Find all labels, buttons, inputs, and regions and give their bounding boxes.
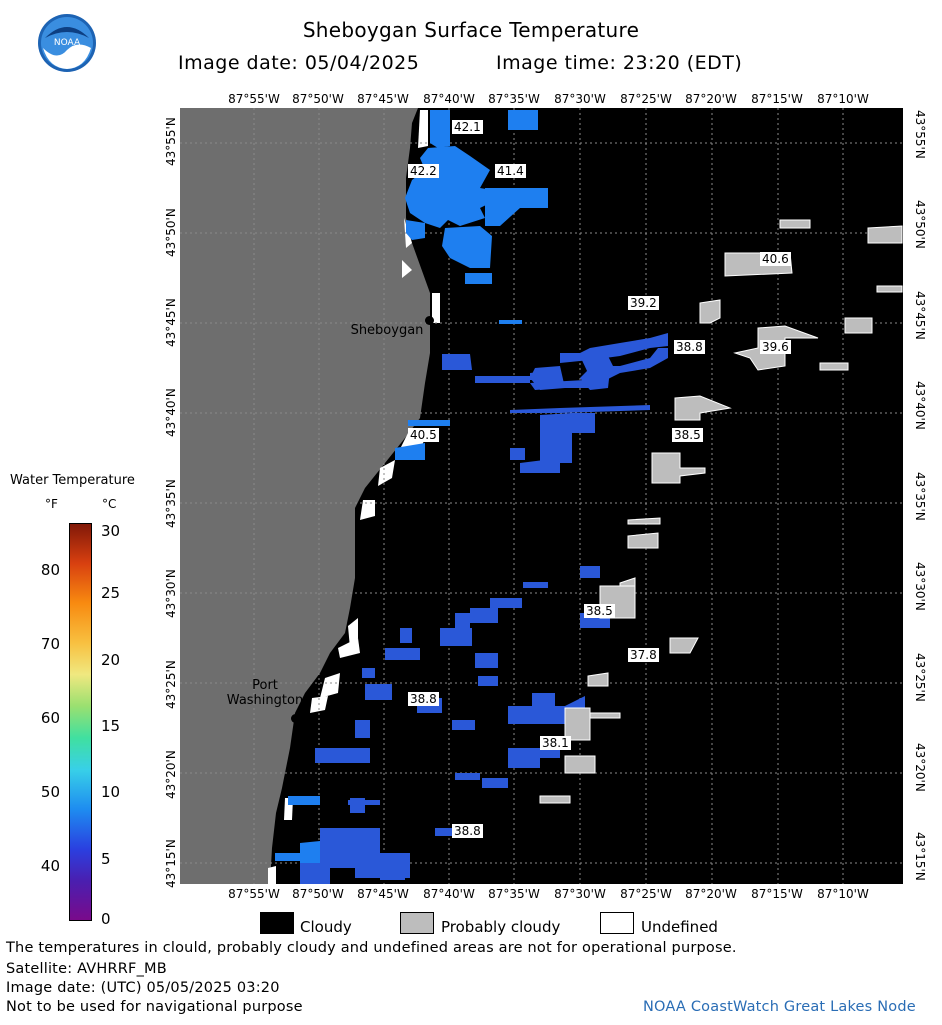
city-marker-port-washington: [291, 714, 300, 723]
legend-key-probably-cloudy-label: Probably cloudy: [441, 918, 561, 936]
lat-label: 43°25'N: [164, 660, 178, 709]
lon-label: 87°55'W: [228, 887, 280, 901]
lon-label: 87°15'W: [751, 92, 803, 106]
lon-label: 87°25'W: [620, 92, 672, 106]
lon-label: 87°50'W: [292, 887, 344, 901]
lon-label: 87°45'W: [357, 887, 409, 901]
svg-text:NOAA: NOAA: [54, 38, 81, 48]
legend-key-probably-cloudy: [400, 912, 434, 934]
legend-tick-f: 80: [40, 561, 60, 579]
footer-credit: NOAA CoastWatch Great Lakes Node: [643, 999, 916, 1015]
legend-unit-c: °C: [102, 497, 117, 511]
legend-colorbar: [69, 523, 92, 921]
lat-label: 43°20'N: [913, 743, 927, 792]
map-canvas: [180, 108, 903, 884]
lon-label: 87°35'W: [488, 92, 540, 106]
temp-label: 38.8: [408, 692, 439, 706]
lat-label: 43°45'N: [913, 291, 927, 340]
lat-label: 43°30'N: [913, 562, 927, 611]
temp-label: 38.8: [674, 340, 705, 354]
legend-key-undefined-label: Undefined: [641, 918, 718, 936]
temp-label: 42.1: [452, 120, 483, 134]
temp-label: 38.5: [584, 604, 615, 618]
legend-key-undefined: [600, 912, 634, 934]
lat-label: 43°30'N: [164, 569, 178, 618]
noaa-logo: NOAA: [37, 12, 97, 74]
lat-label: 43°15'N: [913, 832, 927, 881]
legend-tick-c: 10: [101, 783, 121, 801]
lat-label: 43°40'N: [913, 381, 927, 430]
land-area: [180, 108, 430, 884]
lon-label: 87°20'W: [685, 92, 737, 106]
lat-label: 43°40'N: [164, 388, 178, 437]
lat-label: 43°55'N: [164, 117, 178, 166]
lat-label: 43°25'N: [913, 653, 927, 702]
lon-label: 87°10'W: [817, 887, 869, 901]
footer-utc-date: Image date: (UTC) 05/05/2025 03:20: [6, 980, 280, 996]
lon-label: 87°40'W: [423, 92, 475, 106]
image-time: Image time: 23:20 (EDT): [496, 52, 743, 74]
temp-label: 40.5: [408, 428, 439, 442]
lon-label: 87°15'W: [751, 887, 803, 901]
legend-tick-c: 5: [101, 850, 111, 868]
lon-label: 87°30'W: [554, 887, 606, 901]
lat-label: 43°15'N: [164, 839, 178, 888]
city-label-sheboygan: Sheboygan: [350, 323, 424, 338]
lon-label: 87°35'W: [488, 887, 540, 901]
lon-label: 87°25'W: [620, 887, 672, 901]
lon-label: 87°20'W: [685, 887, 737, 901]
temp-label: 38.1: [540, 736, 571, 750]
lat-label: 43°35'N: [913, 472, 927, 521]
legend-tick-c: 15: [101, 717, 121, 735]
legend-title: Water Temperature: [10, 473, 135, 488]
legend-tick-c: 0: [101, 910, 111, 928]
footer-note: The temperatures in clould, probably clo…: [6, 940, 737, 956]
lon-label: 87°10'W: [817, 92, 869, 106]
lon-label: 87°55'W: [228, 92, 280, 106]
temp-label: 41.4: [495, 164, 526, 178]
city-label-port-washington: Port Washington: [226, 678, 304, 708]
temp-label: 39.2: [628, 296, 659, 310]
footer-satellite: Satellite: AVHRRF_MB: [6, 961, 167, 977]
legend-key-cloudy-label: Cloudy: [300, 918, 352, 936]
temp-label: 38.8: [452, 824, 483, 838]
legend-unit-f: °F: [45, 497, 58, 511]
lat-label: 43°35'N: [164, 479, 178, 528]
footer-nav-warning: Not to be used for navigational purpose: [6, 999, 303, 1015]
legend-tick-f: 70: [40, 635, 60, 653]
lon-label: 87°40'W: [423, 887, 475, 901]
lon-label: 87°30'W: [554, 92, 606, 106]
lon-label: 87°50'W: [292, 92, 344, 106]
image-date: Image date: 05/04/2025: [178, 52, 420, 74]
lat-label: 43°45'N: [164, 298, 178, 347]
temp-label: 40.6: [760, 252, 791, 266]
legend-tick-f: 50: [40, 783, 60, 801]
lat-label: 43°55'N: [913, 110, 927, 159]
legend-tick-f: 40: [40, 857, 60, 875]
temp-label: 37.8: [628, 648, 659, 662]
lon-label: 87°45'W: [357, 92, 409, 106]
temperature-map: 42.1 42.2 41.4 40.6 39.2 38.8 39.6 40.5 …: [180, 108, 903, 884]
grid-lines: [180, 108, 903, 884]
temp-label: 39.6: [760, 340, 791, 354]
temp-label: 42.2: [408, 164, 439, 178]
lat-label: 43°50'N: [164, 208, 178, 257]
legend-tick-f: 60: [40, 709, 60, 727]
temp-label: 38.5: [672, 428, 703, 442]
lat-label: 43°20'N: [164, 750, 178, 799]
lat-label: 43°50'N: [913, 200, 927, 249]
legend-tick-c: 25: [101, 584, 121, 602]
legend-key-cloudy: [260, 912, 294, 934]
page-title: Sheboygan Surface Temperature: [302, 18, 640, 42]
legend-tick-c: 20: [101, 651, 121, 669]
city-marker-sheboygan: [425, 316, 434, 325]
legend-tick-c: 30: [101, 522, 121, 540]
